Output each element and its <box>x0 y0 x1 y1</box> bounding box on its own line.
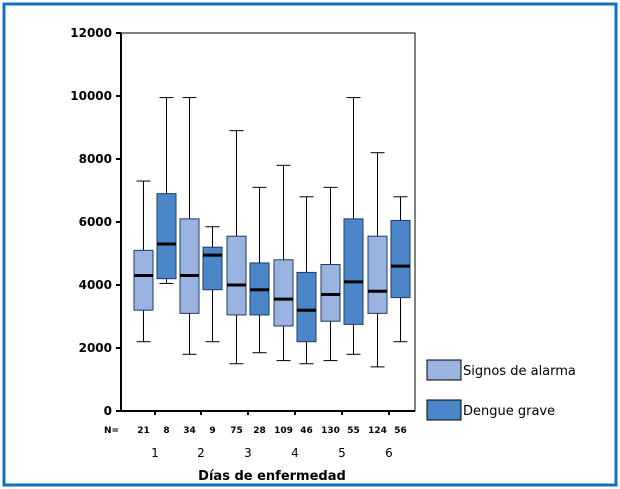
y-tick-label: 12000 <box>70 26 112 40</box>
legend-label: Signos de alarma <box>463 364 576 379</box>
box-signos <box>179 218 200 314</box>
box-dengue <box>156 193 177 280</box>
n-value: 28 <box>253 426 266 436</box>
box-dengue <box>343 218 364 325</box>
x-category-label: 5 <box>338 446 346 460</box>
box-dengue <box>202 246 223 291</box>
x-category-label: 1 <box>151 446 159 460</box>
n-value: 8 <box>163 426 169 436</box>
x-category-label: 2 <box>197 446 205 460</box>
n-value: 75 <box>230 426 243 436</box>
y-tick-label: 8000 <box>79 152 112 166</box>
box-dengue <box>390 219 411 299</box>
x-axis-title: Días de enfermedad <box>198 469 346 484</box>
x-category-label: 3 <box>244 446 252 460</box>
n-value: 21 <box>137 426 150 436</box>
legend-swatch <box>426 399 462 421</box>
box-signos <box>226 235 247 316</box>
x-category-label: 6 <box>385 446 393 460</box>
n-value: 109 <box>274 426 293 436</box>
box-signos <box>367 235 388 314</box>
legend-label: Dengue grave <box>463 404 555 419</box>
n-value: 124 <box>368 426 387 436</box>
n-value: 34 <box>183 426 196 436</box>
y-tick-label: 4000 <box>79 278 112 292</box>
box-dengue <box>296 271 317 343</box>
legend-swatch <box>426 359 462 381</box>
y-tick-label: 0 <box>104 404 112 418</box>
box-signos <box>133 249 154 311</box>
box-signos <box>273 259 294 327</box>
n-value: 46 <box>300 426 313 436</box>
x-category-label: 4 <box>291 446 299 460</box>
y-tick-label: 2000 <box>79 341 112 355</box>
n-value: 55 <box>347 426 360 436</box>
n-value: 130 <box>321 426 340 436</box>
box-signos <box>320 264 341 322</box>
y-tick-label: 6000 <box>79 215 112 229</box>
y-tick-label: 10000 <box>70 89 112 103</box>
n-label: N= <box>104 426 119 436</box>
n-value: 9 <box>209 426 215 436</box>
n-value: 56 <box>394 426 407 436</box>
